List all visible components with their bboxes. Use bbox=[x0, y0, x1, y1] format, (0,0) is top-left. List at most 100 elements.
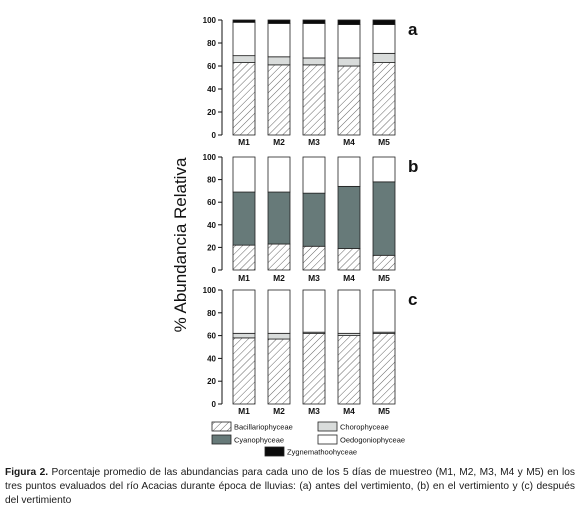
category-label: M4 bbox=[343, 137, 355, 147]
bar-segment-cyanophyceae-m3 bbox=[302, 192, 326, 247]
bar-segment-bacillariophyceae-m3 bbox=[302, 64, 326, 136]
bar-segment-bacillariophyceae-m1 bbox=[232, 337, 256, 405]
bar-segment-cyanophyceae-m4 bbox=[337, 185, 361, 249]
bar-segment-oedogoniophyceae-m5 bbox=[372, 289, 396, 333]
bar-segment-zygnemathoohyceae-m4 bbox=[337, 19, 361, 25]
bar-segment-bacillariophyceae-m5 bbox=[372, 254, 396, 271]
legend-label-chorophyceae: Chorophyceae bbox=[340, 423, 389, 432]
bar-segment-zygnemathoohyceae-m5 bbox=[372, 19, 396, 25]
bar-segment-oedogoniophyceae-m2 bbox=[267, 23, 291, 58]
bar-segment-oedogoniophyceae-m1 bbox=[232, 289, 256, 334]
category-label: M4 bbox=[343, 273, 355, 283]
category-label: M2 bbox=[273, 137, 285, 147]
legend-label-cyanophyceae: Cyanophyceae bbox=[234, 436, 284, 445]
bar-segment-oedogoniophyceae-m5 bbox=[372, 156, 396, 183]
panel-label: b bbox=[408, 157, 418, 176]
bar-segment-cyanophyceae-m1 bbox=[232, 191, 256, 246]
bar-segment-bacillariophyceae-m4 bbox=[337, 335, 361, 405]
legend-label-oedogoniophyceae: Oedogoniophyceae bbox=[340, 436, 405, 445]
y-tick-label: 0 bbox=[212, 131, 217, 140]
y-tick-label: 80 bbox=[207, 309, 216, 318]
bar-segment-oedogoniophyceae-m1 bbox=[232, 156, 256, 193]
legend-swatch-bacillariophyceae bbox=[211, 421, 232, 432]
caption-label: Figura 2. bbox=[5, 467, 49, 478]
bar-segment-oedogoniophyceae-m5 bbox=[372, 24, 396, 54]
category-label: M2 bbox=[273, 406, 285, 416]
bar-segment-bacillariophyceae-m3 bbox=[302, 332, 326, 405]
bar-segment-oedogoniophyceae-m4 bbox=[337, 24, 361, 59]
bar-segment-chorophyceae-m2 bbox=[267, 332, 291, 340]
panel-label: c bbox=[408, 290, 417, 309]
bar-segment-zygnemathoohyceae-m3 bbox=[302, 19, 326, 24]
legend-label-bacillariophyceae: Bacillariophyceae bbox=[234, 423, 293, 432]
y-tick-label: 20 bbox=[207, 108, 216, 117]
bar-segment-oedogoniophyceae-m4 bbox=[337, 289, 361, 334]
y-tick-label: 60 bbox=[207, 332, 216, 341]
category-label: M1 bbox=[238, 273, 250, 283]
category-label: M4 bbox=[343, 406, 355, 416]
y-tick-label: 100 bbox=[203, 286, 217, 295]
legend-swatch-chorophyceae bbox=[317, 421, 338, 432]
bar-segment-bacillariophyceae-m2 bbox=[267, 64, 291, 136]
y-tick-label: 40 bbox=[207, 85, 216, 94]
panel-b: 0 20 40 60 80 100 M1 M2 M3 M4 M5 b bbox=[203, 153, 419, 283]
bar-segment-bacillariophyceae-m5 bbox=[372, 332, 396, 405]
bar-segment-oedogoniophyceae-m2 bbox=[267, 156, 291, 193]
legend-swatch-cyanophyceae bbox=[211, 434, 232, 445]
y-tick-label: 0 bbox=[212, 266, 217, 275]
bar-segment-bacillariophyceae-m4 bbox=[337, 248, 361, 271]
bar-segment-oedogoniophyceae-m4 bbox=[337, 156, 361, 187]
category-label: M5 bbox=[378, 406, 390, 416]
bar-segment-bacillariophyceae-m3 bbox=[302, 245, 326, 271]
legend-swatch-oedogoniophyceae bbox=[317, 434, 338, 445]
category-label: M3 bbox=[308, 406, 320, 416]
bar-segment-cyanophyceae-m5 bbox=[372, 181, 396, 256]
y-tick-label: 100 bbox=[203, 153, 217, 162]
bar-segment-bacillariophyceae-m1 bbox=[232, 244, 256, 271]
bar-segment-oedogoniophyceae-m2 bbox=[267, 289, 291, 334]
panel-c: 0 20 40 60 80 100 M1 M2 M3 M4 M5 c bbox=[203, 286, 418, 416]
y-tick-label: 40 bbox=[207, 354, 216, 363]
y-tick-label: 0 bbox=[212, 400, 217, 409]
y-tick-label: 100 bbox=[203, 16, 217, 25]
y-tick-label: 60 bbox=[207, 62, 216, 71]
bar-segment-chorophyceae-m5 bbox=[372, 52, 396, 63]
category-label: M3 bbox=[308, 137, 320, 147]
bar-segment-oedogoniophyceae-m1 bbox=[232, 21, 256, 57]
category-label: M1 bbox=[238, 137, 250, 147]
bar-segment-bacillariophyceae-m2 bbox=[267, 338, 291, 405]
bar-segment-bacillariophyceae-m1 bbox=[232, 62, 256, 136]
legend: Bacillariophyceae Chorophyceae Cyanophycea… bbox=[211, 421, 405, 457]
y-axis-label: % Abundancia Relativa bbox=[171, 157, 190, 332]
bar-segment-chorophyceae-m4 bbox=[337, 57, 361, 67]
bar-segment-bacillariophyceae-m5 bbox=[372, 62, 396, 136]
y-tick-label: 60 bbox=[207, 198, 216, 207]
bar-segment-bacillariophyceae-m2 bbox=[267, 243, 291, 271]
category-label: M5 bbox=[378, 137, 390, 147]
bar-segment-chorophyceae-m3 bbox=[302, 57, 326, 66]
y-tick-label: 80 bbox=[207, 39, 216, 48]
bar-segment-oedogoniophyceae-m3 bbox=[302, 23, 326, 59]
bar-segment-chorophyceae-m1 bbox=[232, 55, 256, 63]
panel-label: a bbox=[408, 20, 418, 39]
bar-segment-zygnemathoohyceae-m1 bbox=[232, 19, 256, 23]
bar-segment-zygnemathoohyceae-m2 bbox=[267, 19, 291, 24]
bar-segment-cyanophyceae-m2 bbox=[267, 191, 291, 245]
figure-caption: Figura 2. Porcentaje promedio de las abu… bbox=[5, 466, 575, 508]
panel-a: 0 20 40 60 80 100 M1 M2 M3 M4 M5 a bbox=[203, 16, 418, 147]
legend-swatch-zygnemathoohyceae bbox=[264, 446, 285, 457]
bar-segment-oedogoniophyceae-m3 bbox=[302, 289, 326, 333]
bar-segment-chorophyceae-m1 bbox=[232, 332, 256, 339]
bar-segment-chorophyceae-m2 bbox=[267, 56, 291, 66]
bar-segment-oedogoniophyceae-m3 bbox=[302, 156, 326, 194]
category-label: M5 bbox=[378, 273, 390, 283]
y-tick-label: 40 bbox=[207, 221, 216, 230]
caption-text: Porcentaje promedio de las abundancias p… bbox=[5, 467, 575, 506]
bar-segment-bacillariophyceae-m4 bbox=[337, 65, 361, 136]
category-label: M2 bbox=[273, 273, 285, 283]
category-label: M3 bbox=[308, 273, 320, 283]
y-tick-label: 80 bbox=[207, 176, 216, 185]
y-tick-label: 20 bbox=[207, 377, 216, 386]
legend-label-zygnemathoohyceae: Zygnemathoohyceae bbox=[287, 448, 357, 457]
stacked-bar-figure: % Abundancia Relativa 0 20 40 60 80 100 M1 M2 M3… bbox=[171, 16, 419, 457]
